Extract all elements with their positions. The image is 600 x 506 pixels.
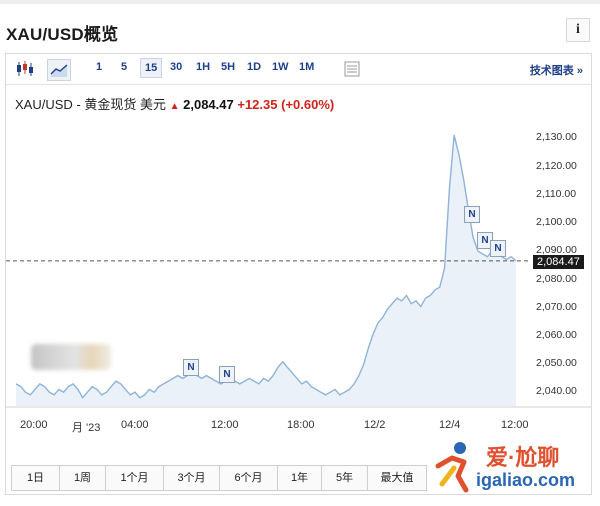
chart-toolbar: 1 5 15 30 1H 5H 1D 1W 1M 技术图表 » xyxy=(6,54,591,85)
page-title: XAU/USD概览 xyxy=(6,25,119,44)
watermark-url: igaliao.com xyxy=(476,470,576,490)
interval-1[interactable]: 1 xyxy=(96,61,103,73)
y-tick: 2,110.00 xyxy=(536,188,577,200)
up-arrow-icon: ▲ xyxy=(169,101,180,112)
interval-1h[interactable]: 1H xyxy=(196,61,211,73)
x-tick: 18:00 xyxy=(287,419,315,431)
last-price-label: 2,084.47 xyxy=(533,255,584,269)
y-tick: 2,040.00 xyxy=(536,385,577,397)
y-tick: 2,130.00 xyxy=(536,131,577,143)
news-marker[interactable]: N xyxy=(219,366,235,383)
price-area-fill xyxy=(16,135,516,406)
interval-30[interactable]: 30 xyxy=(170,61,183,73)
range-max-button[interactable]: 最大值 xyxy=(368,466,426,490)
price-change: +12.35 xyxy=(237,97,278,112)
range-1w-button[interactable]: 1周 xyxy=(60,466,106,490)
y-tick: 2,050.00 xyxy=(536,357,577,369)
symbol-label: XAU/USD - 黄金现货 美元 xyxy=(15,97,166,112)
info-button[interactable]: i xyxy=(566,18,590,42)
watermark: 爱·尬聊 igaliao.com xyxy=(430,436,595,501)
area-chart-icon[interactable] xyxy=(47,59,71,81)
range-1m-button[interactable]: 1个月 xyxy=(106,466,164,490)
news-marker[interactable]: N xyxy=(477,232,493,249)
news-marker[interactable]: N xyxy=(464,206,480,223)
range-5y-button[interactable]: 5年 xyxy=(322,466,368,490)
candlestick-icon[interactable] xyxy=(14,59,36,79)
interval-1w[interactable]: 1W xyxy=(272,61,289,73)
x-tick: 20:00 xyxy=(20,419,48,431)
top-divider xyxy=(0,0,600,4)
range-6m-button[interactable]: 6个月 xyxy=(220,466,278,490)
range-1d-button[interactable]: 1日 xyxy=(12,466,60,490)
x-tick: 12:00 xyxy=(501,419,529,431)
y-tick: 2,070.00 xyxy=(536,301,577,313)
price-change-pct: (+0.60%) xyxy=(281,97,335,112)
interval-1m[interactable]: 1M xyxy=(299,61,315,73)
interval-1d[interactable]: 1D xyxy=(247,61,262,73)
y-tick: 2,080.00 xyxy=(536,273,577,285)
range-selector: 1日 1周 1个月 3个月 6个月 1年 5年 最大值 xyxy=(11,465,427,491)
x-tick: 12:00 xyxy=(211,419,239,431)
runner-logo-icon xyxy=(435,442,469,493)
quote-line: XAU/USD - 黄金现货 美元 ▲ 2,084.47 +12.35 (+0.… xyxy=(15,94,334,113)
y-tick: 2,100.00 xyxy=(536,216,577,228)
y-tick: 2,120.00 xyxy=(536,160,577,172)
news-marker[interactable]: N xyxy=(183,359,199,376)
watermark-name: 爱·尬聊 xyxy=(486,445,560,470)
interval-5[interactable]: 5 xyxy=(121,61,128,73)
range-1y-button[interactable]: 1年 xyxy=(278,466,322,490)
blurred-logo xyxy=(31,344,111,370)
y-tick: 2,090.00 xyxy=(536,244,577,256)
chart-panel: 1 5 15 30 1H 5H 1D 1W 1M 技术图表 » XAU/USD … xyxy=(5,53,592,495)
news-marker[interactable]: N xyxy=(490,240,506,257)
x-tick: 月 '23 xyxy=(72,422,101,434)
table-icon[interactable] xyxy=(341,59,363,79)
y-tick: 2,060.00 xyxy=(536,329,577,341)
last-price: 2,084.47 xyxy=(183,97,234,112)
x-tick: 04:00 xyxy=(121,419,149,431)
interval-5h[interactable]: 5H xyxy=(221,61,236,73)
range-3m-button[interactable]: 3个月 xyxy=(164,466,220,490)
price-chart[interactable] xyxy=(6,116,591,416)
price-series-line xyxy=(15,134,517,399)
x-tick: 12/4 xyxy=(439,419,461,431)
x-tick: 12/2 xyxy=(364,419,386,431)
interval-15[interactable]: 15 xyxy=(140,58,163,78)
technical-chart-link[interactable]: 技术图表 » xyxy=(529,65,583,77)
